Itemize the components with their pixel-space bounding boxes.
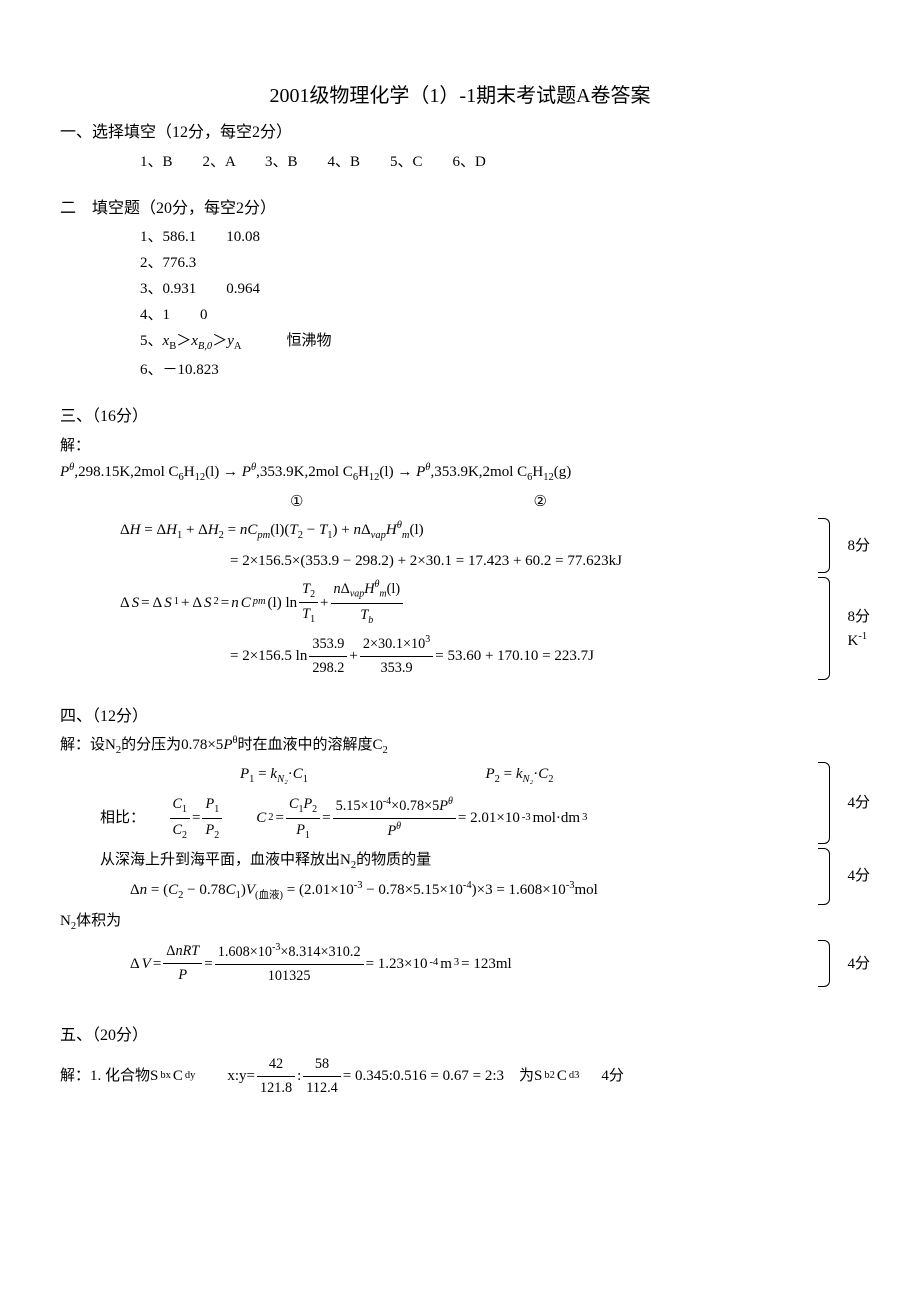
s4-score-4b: 4分 — [847, 864, 870, 888]
s2-l5: 5、xB＞xB,0＞yA 恒沸物 — [140, 329, 860, 356]
section-4-header: 四、（12分） — [60, 704, 860, 730]
brace-icon — [818, 518, 830, 573]
s4-dn: Δn = (C2 − 0.78C1)V(血液) = (2.01×10-3 − 0… — [100, 878, 800, 905]
s4-xiangbi: 相比： C1C2 = P1P2 C2 = C1P2P1 = 5.15×10-4×… — [100, 793, 800, 844]
section-1-answers: 1、B 2、A 3、B 4、B 5、C 6、D — [140, 150, 860, 174]
s3-jie: 解： — [60, 434, 860, 458]
s2-l6: 6、－10.823 — [140, 358, 860, 382]
s2-l4: 4、1 0 — [140, 303, 860, 327]
brace-icon — [818, 762, 830, 843]
section-2-header: 二 填空题（20分，每空2分） — [60, 196, 860, 222]
s4-jie: 解：设N2的分压为0.78×5Pθ时在血液中的溶解度C2 — [60, 733, 860, 760]
s3-score-8b: 8分 K-1 — [847, 605, 870, 653]
s4-shenhai: 从深海上升到海平面，血液中释放出N2的物质的量 — [100, 848, 800, 875]
brace-icon — [818, 848, 830, 906]
s2-l2: 2、776.3 — [140, 251, 860, 275]
s3-circled: ①② — [60, 490, 860, 514]
s3-dS: ΔS = ΔS1 + ΔS2 = nCpm(l) ln T2T1 + nΔvap… — [60, 577, 800, 628]
s4-p1p2: P1 = kN₂·C1 P2 = kN₂·C2 — [100, 762, 800, 789]
s4-dV: ΔV = ΔnRTP = 1.608×10-3×8.314×310.210132… — [100, 940, 800, 987]
s3-dS-calc: = 2×156.5 ln 353.9298.2 + 2×30.1×103353.… — [60, 632, 800, 679]
section-5-header: 五、（20分） — [60, 1023, 860, 1049]
s2-l3: 3、0.931 0.964 — [140, 277, 860, 301]
s5-line: 解：1. 化合物SbxCdy x:y= 42121.8 : 58112.4 = … — [60, 1053, 860, 1100]
s3-reaction: Pθ,298.15K,2mol C6H12(l) → Pθ,353.9K,2mo… — [60, 460, 860, 487]
brace-icon — [818, 577, 830, 680]
s2-l1: 1、586.1 10.08 — [140, 225, 860, 249]
s3-dH-calc: = 2×156.5×(353.9 − 298.2) + 2×30.1 = 17.… — [60, 549, 800, 573]
s5-score: 4分 — [601, 1064, 624, 1088]
s4-score-4a: 4分 — [847, 791, 870, 815]
brace-icon — [818, 940, 830, 987]
section-1-header: 一、选择填空（12分，每空2分） — [60, 120, 860, 146]
s3-dH: ΔH = ΔH1 + ΔH2 = nCpm(l)(T2 − T1) + nΔva… — [60, 518, 800, 545]
s3-score-8a: 8分 — [847, 534, 870, 558]
document-title: 2001级物理化学（1）-1期末考试题A卷答案 — [60, 80, 860, 112]
section-3-header: 三、（16分） — [60, 404, 860, 430]
s4-n2tiji: N2体积为 — [60, 909, 860, 936]
s4-score-4c: 4分 — [847, 952, 870, 976]
